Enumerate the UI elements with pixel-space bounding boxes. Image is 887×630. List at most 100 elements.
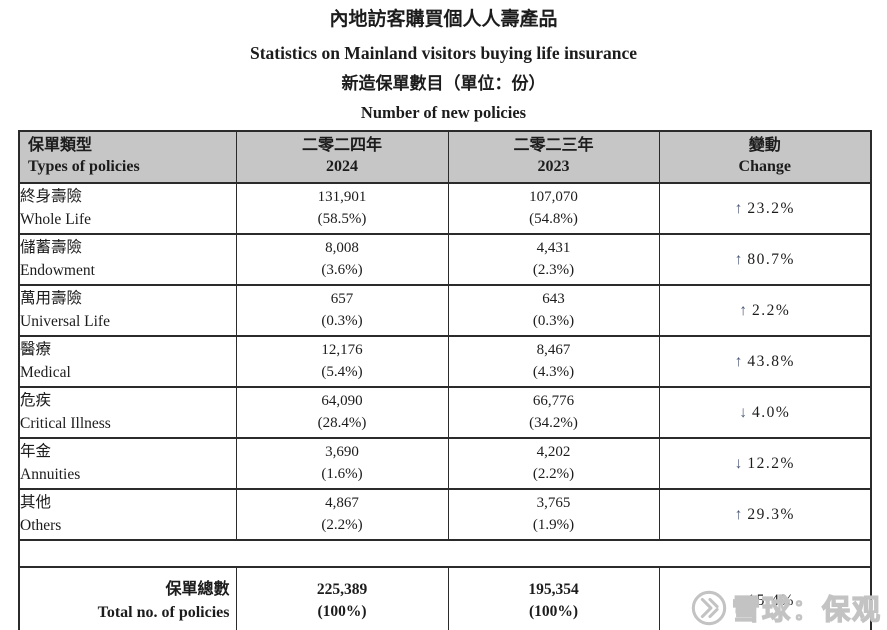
value-2024-cell: 4,867 (2.2%) — [235, 488, 449, 541]
value-2023: 643 — [542, 290, 565, 307]
total-value-2024: 225,389 — [316, 580, 368, 598]
pct-2024: (28.4%) — [317, 414, 367, 431]
subtitle-en: Number of new policies — [360, 103, 527, 122]
policies-table: 保單類型 Types of policies 二零二四年 2024 二零二三年 … — [18, 130, 872, 630]
total-change-cell: ↑ 15.4% — [658, 566, 872, 630]
type-zh: 危疾 — [20, 392, 52, 410]
header-2024-zh: 二零二四年 — [301, 137, 382, 155]
policy-type-cell: 其他 Others — [18, 488, 237, 541]
value-2024-cell: 64,090 (28.4%) — [235, 386, 449, 439]
pct-2023: (1.9%) — [532, 516, 575, 533]
pct-2024: (58.5%) — [317, 210, 367, 227]
value-2024-cell: 8,008 (3.6%) — [235, 233, 449, 286]
value-2024-cell: 131,901 (58.5%) — [235, 182, 449, 235]
header-types-zh: 保單類型 — [28, 137, 93, 155]
policy-type-cell: 終身壽險 Whole Life — [18, 182, 237, 235]
total-label-cell: 保單總數 Total no. of policies — [18, 566, 237, 630]
spacer-cell — [18, 539, 872, 568]
type-en: Annuities — [20, 465, 81, 483]
pct-2024: (0.3%) — [321, 312, 363, 329]
total-label-en: Total no. of policies — [97, 604, 230, 621]
change-cell: ↑ 43.8% — [658, 335, 872, 388]
policy-type-cell: 年金 Annuities — [18, 437, 237, 490]
table-header-row: 保單類型 Types of policies 二零二四年 2024 二零二三年 … — [18, 130, 872, 184]
change-value: 4.0% — [751, 403, 791, 421]
type-en: Others — [20, 516, 62, 534]
header-2024: 二零二四年 2024 — [235, 130, 449, 184]
type-zh: 醫療 — [20, 341, 52, 359]
value-2024: 8,008 — [325, 239, 359, 256]
total-pct-2023: (100%) — [528, 603, 579, 620]
change-cell: ↓ 4.0% — [658, 386, 872, 439]
total-label-zh: 保單總數 — [165, 580, 230, 598]
arrow-up-icon: ↑ — [734, 250, 743, 268]
value-2024: 657 — [330, 290, 354, 307]
change-cell: ↑ 29.3% — [658, 488, 872, 541]
header-change-en: Change — [738, 158, 791, 175]
value-2023-cell: 3,765 (1.9%) — [447, 488, 660, 541]
value-2023: 8,467 — [536, 341, 571, 358]
arrow-up-icon: ↑ — [734, 199, 743, 217]
title-block: 內地訪客購買個人人壽產品 Statistics on Mainland visi… — [0, 0, 887, 124]
type-en: Critical Illness — [20, 414, 111, 432]
table-row-universal-life: 萬用壽險 Universal Life 657 (0.3%) 643 (0.3%… — [18, 284, 872, 337]
type-en: Whole Life — [20, 210, 92, 228]
total-2023-cell: 195,354 (100%) — [447, 566, 660, 630]
arrow-up-icon: ↑ — [739, 301, 747, 319]
change-value: 80.7% — [747, 250, 795, 268]
change-value: 29.3% — [747, 505, 795, 523]
change-value: 43.8% — [747, 352, 795, 370]
spacer-row — [18, 539, 872, 568]
value-2023-cell: 8,467 (4.3%) — [447, 335, 660, 388]
total-change-value: 15.4% — [747, 592, 795, 609]
table-row-critical-illness: 危疾 Critical Illness 64,090 (28.4%) 66,77… — [18, 386, 872, 439]
value-2024: 3,690 — [325, 443, 359, 460]
table-row-endowment: 儲蓄壽險 Endowment 8,008 (3.6%) 4,431 (2.3%)… — [18, 233, 872, 286]
value-2024: 4,867 — [325, 494, 359, 511]
change-value: 12.2% — [747, 454, 795, 472]
total-value-2023: 195,354 — [528, 580, 579, 598]
header-2024-en: 2024 — [326, 158, 358, 175]
arrow-up-icon: ↑ — [734, 592, 743, 609]
change-cell: ↑ 2.2% — [658, 284, 872, 337]
value-2023: 66,776 — [532, 392, 575, 409]
pct-2024: (2.2%) — [321, 516, 363, 533]
header-types-of-policies: 保單類型 Types of policies — [18, 130, 237, 184]
pct-2024: (1.6%) — [321, 465, 363, 482]
header-2023-zh: 二零二三年 — [513, 137, 594, 155]
change-cell: ↑ 23.2% — [658, 182, 872, 235]
pct-2023: (54.8%) — [529, 210, 578, 227]
type-zh: 年金 — [20, 443, 52, 461]
header-2023: 二零二三年 2023 — [447, 130, 660, 184]
title-en: Statistics on Mainland visitors buying l… — [250, 43, 637, 63]
value-2024: 12,176 — [321, 341, 363, 358]
value-2023-cell: 643 (0.3%) — [447, 284, 660, 337]
table-row-whole-life: 終身壽險 Whole Life 131,901 (58.5%) 107,070 … — [18, 182, 872, 235]
pct-2023: (2.2%) — [532, 465, 575, 482]
type-en: Endowment — [20, 261, 95, 279]
pct-2023: (4.3%) — [532, 363, 575, 380]
type-zh: 終身壽險 — [20, 188, 83, 206]
value-2024: 131,901 — [317, 188, 367, 205]
header-change-zh: 變動 — [748, 137, 781, 155]
total-pct-2024: (100%) — [317, 603, 367, 620]
value-2023: 107,070 — [529, 188, 578, 205]
arrow-up-icon: ↑ — [734, 505, 743, 523]
arrow-down-icon: ↓ — [739, 403, 747, 421]
change-value: 2.2% — [751, 301, 791, 319]
header-types-en: Types of policies — [28, 158, 140, 175]
value-2024-cell: 657 (0.3%) — [235, 284, 449, 337]
change-value: 23.2% — [747, 199, 795, 217]
arrow-up-icon: ↑ — [734, 352, 743, 370]
value-2023: 3,765 — [536, 494, 571, 511]
type-zh: 萬用壽險 — [20, 290, 83, 308]
change-cell: ↓ 12.2% — [658, 437, 872, 490]
type-zh: 儲蓄壽險 — [20, 239, 83, 257]
total-2024-cell: 225,389 (100%) — [235, 566, 449, 630]
table-row-total: 保單總數 Total no. of policies 225,389 (100%… — [18, 566, 872, 630]
policy-type-cell: 萬用壽險 Universal Life — [18, 284, 237, 337]
policy-type-cell: 儲蓄壽險 Endowment — [18, 233, 237, 286]
title-zh: 內地訪客購買個人人壽產品 — [329, 9, 558, 30]
value-2024-cell: 3,690 (1.6%) — [235, 437, 449, 490]
